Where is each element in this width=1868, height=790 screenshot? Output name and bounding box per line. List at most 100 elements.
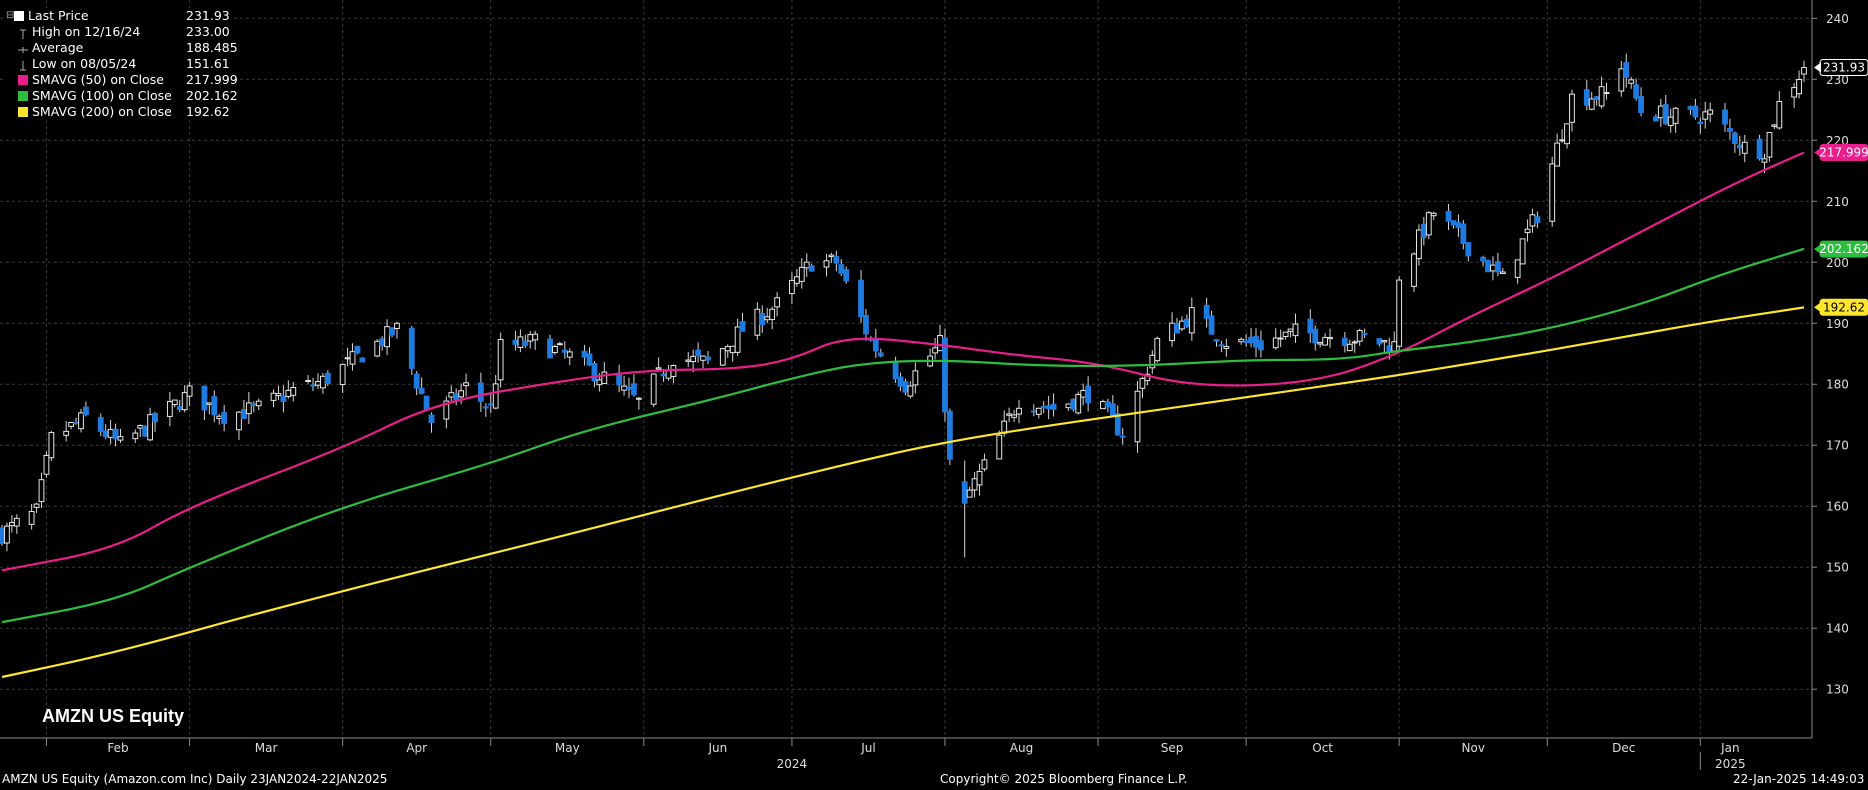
y-tick-label: 240 [1826, 12, 1849, 26]
legend-item[interactable]: SMAVG (100) on Close 202.162 [6, 88, 238, 104]
candle-down [942, 337, 948, 413]
candle-down [631, 383, 637, 396]
candle-up [305, 379, 311, 383]
candle-up [1139, 377, 1146, 389]
candle-down [947, 410, 953, 460]
candle-up [1549, 163, 1556, 222]
candle-up [275, 393, 282, 396]
legend-item[interactable]: High on 12/16/24 233.00 [6, 24, 232, 40]
candle-down [547, 338, 553, 359]
candle-up [700, 355, 706, 361]
footer-description: AMZN US Equity (Amazon.com Inc) Daily 23… [2, 772, 388, 786]
candle-up [1223, 346, 1230, 349]
legend-item[interactable]: Average 188.485 [6, 40, 238, 56]
candle-up [1134, 390, 1141, 443]
candle-up [1277, 337, 1284, 340]
legend-item[interactable]: SMAVG (50) on Close 217.999 [6, 72, 238, 88]
sma200-line [1, 306, 1805, 679]
candle-up [458, 390, 465, 398]
candle-up [1287, 328, 1294, 332]
candle-down [201, 385, 208, 411]
candle-up [601, 371, 608, 384]
candle-up [1011, 414, 1017, 418]
candle-up [1346, 343, 1353, 352]
candle-up [132, 432, 139, 440]
candle-up [344, 357, 351, 360]
candle-down [877, 352, 884, 357]
candle-up [1657, 105, 1664, 119]
candle-down [626, 386, 632, 390]
candle-down [1662, 104, 1669, 125]
value-tag-pointer [1814, 244, 1821, 255]
legend-item[interactable]: Low on 08/05/24 151.61 [6, 56, 232, 72]
candle-up [996, 434, 1003, 460]
x-tick-label: Sep [1161, 741, 1184, 755]
candle-down [872, 337, 879, 352]
candle-up [38, 479, 45, 503]
legend-label: SMAVG (100) on Close [32, 88, 172, 103]
candle-down [581, 350, 588, 358]
x-tick-label: Mar [255, 741, 278, 755]
candle-up [1272, 337, 1279, 349]
candle-down [310, 384, 316, 387]
candle-down [1450, 220, 1457, 226]
candle-up [285, 389, 292, 397]
candle-up [497, 339, 504, 381]
candle-up [793, 276, 800, 284]
candle-up [320, 375, 326, 389]
candle-up [270, 392, 277, 401]
candle-up [566, 351, 573, 358]
candle-up [912, 370, 919, 386]
candle-up [8, 522, 15, 527]
candle-up [443, 400, 450, 420]
candle-up [517, 336, 524, 348]
candle-up [937, 334, 943, 352]
candle-up [527, 334, 534, 342]
candle-up [394, 322, 400, 329]
candle-up [729, 345, 736, 354]
series-swatch [18, 75, 28, 85]
candle-down [1248, 336, 1254, 344]
candle-up [635, 397, 642, 400]
candle-up [1603, 92, 1610, 95]
candle-down [1119, 435, 1126, 438]
candle-up [1149, 354, 1156, 369]
y-tick-label: 130 [1826, 683, 1849, 697]
candle-down [897, 376, 904, 387]
candle-up [650, 373, 657, 405]
candle-up [1169, 322, 1175, 342]
candle-down [1465, 242, 1472, 257]
value-tag-pointer [1814, 302, 1821, 313]
candle-down [389, 327, 395, 336]
candle-up [63, 430, 70, 436]
candle-down [1203, 304, 1210, 319]
candle-down [359, 357, 366, 363]
candle-up [1327, 336, 1333, 340]
y-tick-label: 160 [1826, 500, 1849, 514]
candle-up [1569, 93, 1575, 123]
candle-down [1697, 121, 1704, 124]
avg-marker-icon [18, 43, 28, 53]
candle-up [1564, 123, 1570, 145]
candle-up [1188, 307, 1195, 334]
candle-down [1253, 335, 1259, 348]
candle-up [1672, 107, 1679, 124]
candle-down [1307, 318, 1314, 334]
candle-down [418, 387, 425, 395]
x-tick-label: Jul [860, 741, 875, 755]
legend-item[interactable]: SMAVG (200) on Close 192.62 [6, 104, 232, 120]
candle-down [97, 416, 104, 432]
chart-legend[interactable]: ⊟ Last Price 231.93 High on 12/16/24 233.00 A… [6, 8, 238, 120]
y-tick-label: 140 [1826, 622, 1849, 636]
legend-label: SMAVG (50) on Close [32, 72, 164, 87]
candle-up [147, 414, 154, 441]
candle-down [1485, 260, 1491, 273]
candle-down [1731, 132, 1738, 144]
candle-down [561, 349, 568, 353]
candle-up [1238, 338, 1245, 343]
candle-up [1741, 141, 1748, 154]
candle-up [774, 297, 781, 308]
legend-item[interactable]: ⊟ Last Price 231.93 [6, 8, 232, 24]
collapse-icon[interactable]: ⊟ [6, 10, 15, 21]
value-tag-label: 192.62 [1823, 300, 1865, 314]
